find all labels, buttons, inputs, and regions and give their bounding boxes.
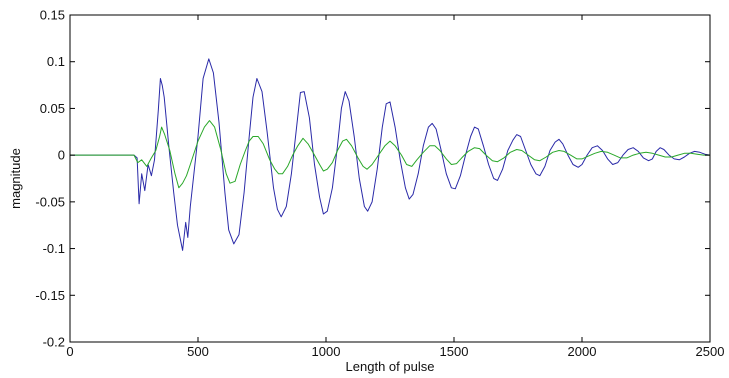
y-tick-label: -0.2	[43, 335, 65, 350]
y-tick-label: 0.05	[40, 101, 65, 116]
y-tick-label: -0.15	[35, 288, 65, 303]
x-tick-label: 1000	[312, 344, 341, 359]
y-tick-label: 0.15	[40, 8, 65, 23]
x-tick-label: 2500	[696, 344, 725, 359]
x-axis-label: Length of pulse	[346, 359, 435, 374]
series-line-2	[70, 120, 710, 189]
y-tick-label: -0.1	[43, 241, 65, 256]
x-tick-label: 0	[66, 344, 73, 359]
x-axis: 0 500 1000 1500 2000 2500	[66, 15, 724, 359]
x-tick-label: 2000	[568, 344, 597, 359]
y-tick-label: 0	[58, 148, 65, 163]
series-line-1	[70, 58, 711, 251]
y-tick-label: 0.1	[47, 54, 65, 69]
y-tick-label: -0.05	[35, 194, 65, 209]
plot-area	[70, 58, 711, 251]
y-axis: -0.2 -0.15 -0.1 -0.05 0 0.05 0.1 0.15	[35, 8, 710, 350]
x-tick-label: 1500	[440, 344, 469, 359]
axes-frame	[69, 14, 711, 343]
y-axis-label: magnitude	[8, 148, 23, 209]
x-tick-label: 500	[187, 344, 209, 359]
